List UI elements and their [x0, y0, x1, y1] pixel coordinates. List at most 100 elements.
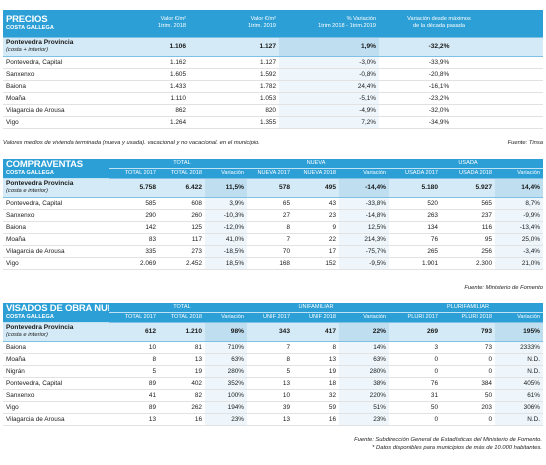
cell: 7,2%: [279, 116, 379, 129]
group-spacer: [495, 159, 543, 169]
table-row: Pontevedra, Capital 585 608 3,9% 65 43 -33,8% 5…: [3, 197, 543, 210]
row-label: Pontevedra Provincia (costa e interior): [3, 177, 109, 198]
cell: 76: [389, 377, 441, 390]
cell: 125: [159, 221, 205, 234]
cell: 32: [293, 389, 339, 402]
cell: 98%: [205, 321, 247, 342]
province-label: Pontevedra Provincia: [6, 39, 74, 46]
cell: -33,9%: [379, 56, 499, 69]
cell: 290: [109, 209, 159, 222]
precios-col-header: Valor €/m² 1trim. 2019: [189, 10, 279, 37]
cell: 1.127: [189, 36, 279, 57]
row-label: Vilagarcia de Arousa: [3, 413, 109, 426]
row-label: Pontevedra Provincia (costa + interior): [3, 36, 109, 57]
cell: 16: [159, 413, 205, 426]
precios-title: PRECIOS: [6, 14, 48, 26]
row-label: Moaña: [3, 233, 109, 246]
visados-notes: Fuente: Subdirección General de Estadíst…: [242, 437, 542, 452]
cell: 16: [293, 413, 339, 426]
group-header: NUEVA: [293, 159, 339, 169]
cell: 1.127: [189, 56, 279, 69]
cell: 22: [293, 233, 339, 246]
table-row: Sanxenxo 41 82 100% 10 32 220% 31 50 61%: [3, 389, 543, 402]
col-header: USADA 2018: [441, 168, 495, 178]
cell: 59: [293, 401, 339, 414]
row-label: Pontevedra Provincia (costa e interior): [3, 321, 109, 342]
cell: 50: [441, 389, 495, 402]
cell: 142: [109, 221, 159, 234]
cell: -5,1%: [279, 92, 379, 105]
cell: 203: [441, 401, 495, 414]
cell: 263: [389, 209, 441, 222]
col-header: TOTAL 2018: [159, 168, 205, 178]
cell: 352%: [205, 377, 247, 390]
row-label: Sanxenxo: [3, 389, 109, 402]
cell: 19: [159, 365, 205, 378]
row-label: Baiona: [3, 341, 109, 354]
cell: 83: [109, 233, 159, 246]
cell: 402: [159, 377, 205, 390]
cell: -32,0%: [379, 104, 499, 117]
group-header: TOTAL: [159, 303, 205, 313]
row-label: Baiona: [3, 80, 109, 93]
cell: 23%: [339, 413, 389, 426]
row-label: Nigrán: [3, 365, 109, 378]
cell: 117: [159, 233, 205, 246]
compraventas-table: COMPRAVENTAS COSTA GALLEGA TOTAL NUEVA U…: [3, 159, 543, 270]
cell: 21,0%: [495, 257, 543, 270]
table-row: Nigrán 5 19 280% 5 19 280% 0 0 N.D.: [3, 365, 543, 378]
cell: 608: [159, 197, 205, 210]
cell: 1.433: [109, 80, 189, 93]
cell: 2.069: [109, 257, 159, 270]
col-header: NUEVA 2017: [247, 168, 293, 178]
cell: 8: [247, 221, 293, 234]
row-label: Vigo: [3, 401, 109, 414]
cell: 8,7%: [495, 197, 543, 210]
cell: 495: [293, 177, 339, 198]
table-row: Vigo 89 262 194% 39 59 51% 50 203 306%: [3, 401, 543, 414]
cell: 10: [247, 389, 293, 402]
row-label: Pontevedra, Capital: [3, 377, 109, 390]
cell: 1.782: [189, 80, 279, 93]
cell: 2333%: [495, 341, 543, 354]
cell: 7: [247, 341, 293, 354]
cell: 116: [441, 221, 495, 234]
group-header: UNIFAMILIAR: [293, 303, 339, 313]
cell: 50: [389, 401, 441, 414]
row-label: Sanxenxo: [3, 209, 109, 222]
cell: 565: [441, 197, 495, 210]
cell: N.D.: [495, 413, 543, 426]
cell: -0,8%: [279, 68, 379, 81]
cell: 18,5%: [205, 257, 247, 270]
compraventas-title: COMPRAVENTAS: [6, 159, 83, 171]
cell: 13: [293, 353, 339, 366]
col-header: UNIF 2017: [247, 312, 293, 322]
cell: 1.162: [109, 56, 189, 69]
row-label: Moaña: [3, 92, 109, 105]
cell: 306%: [495, 401, 543, 414]
cell: -13,4%: [495, 221, 543, 234]
cell: 152: [293, 257, 339, 270]
cell: 7: [247, 233, 293, 246]
row-label: Vilagarcia de Arousa: [3, 104, 109, 117]
cell: 17: [293, 245, 339, 258]
cell: 8: [109, 353, 159, 366]
cell: 214,3%: [339, 233, 389, 246]
compraventas-source: Fuente: Ministerio de Fomento: [464, 285, 543, 291]
cell: 0: [441, 413, 495, 426]
cell: 612: [109, 321, 159, 342]
cell: 820: [189, 104, 279, 117]
cell: 0: [389, 365, 441, 378]
group-spacer: [109, 303, 159, 313]
row-label: Sanxenxo: [3, 68, 109, 81]
cell: 38%: [339, 377, 389, 390]
cell: 134: [389, 221, 441, 234]
visados-footnote: * Datos disponibles para municipios de m…: [372, 444, 542, 451]
visados-subtitle: COSTA GALLEGA: [6, 314, 54, 321]
cell: 0: [389, 413, 441, 426]
precios-col-header-empty: [499, 10, 543, 37]
group-spacer: [389, 159, 441, 169]
col-header: Variación: [495, 312, 543, 322]
province-sublabel: (costa + interior): [6, 47, 49, 53]
